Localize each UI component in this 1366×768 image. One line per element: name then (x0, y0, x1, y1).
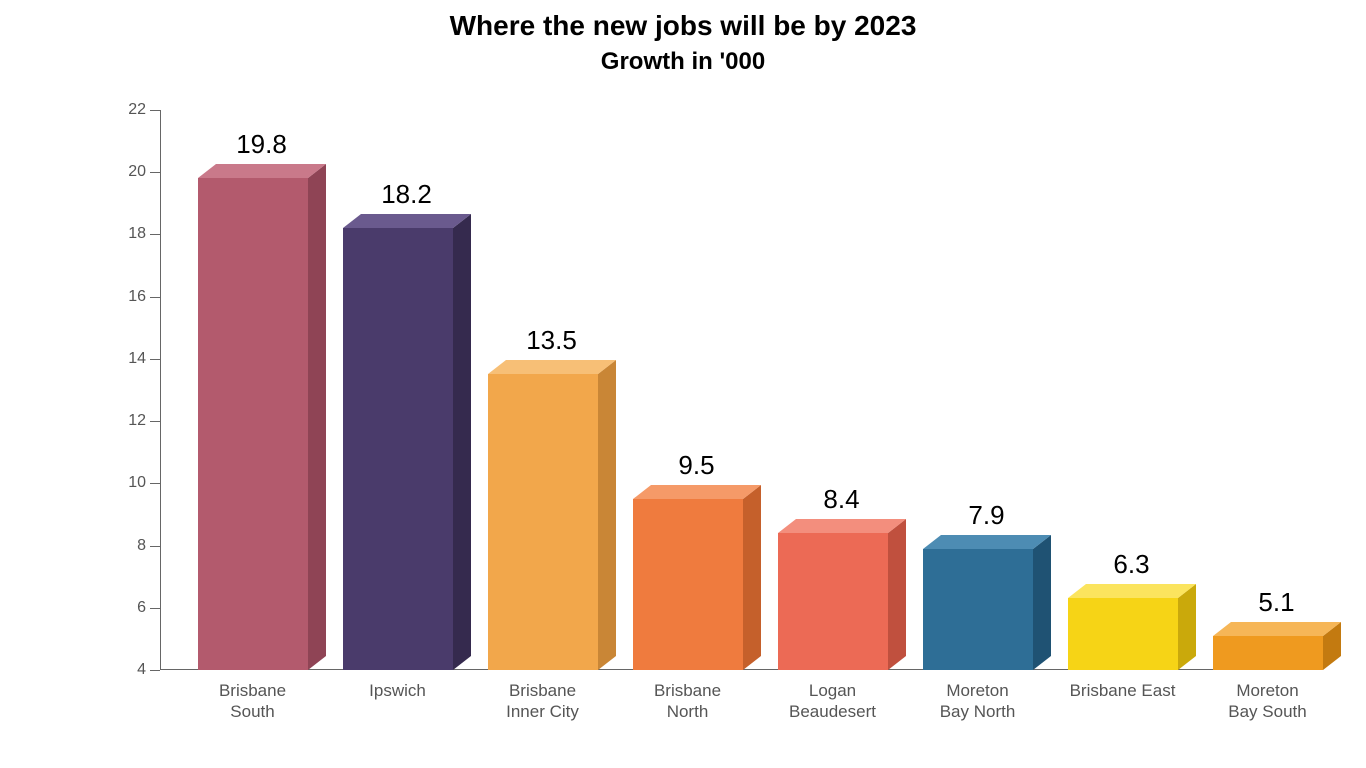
bar-front (343, 228, 453, 670)
bar-front (1068, 598, 1178, 670)
bar-value-label: 19.8 (182, 129, 342, 160)
bar-front (778, 533, 888, 670)
bar-brisbane-south: 19.8 (180, 110, 325, 670)
bar-logan-beaudesert: 8.4 (760, 110, 905, 670)
bar-side (743, 485, 761, 670)
bar-value-label: 7.9 (907, 500, 1067, 531)
y-tick-label: 22 (128, 101, 160, 119)
y-tick-label: 12 (128, 412, 160, 430)
bar-moreton-bay-south: 5.1 (1195, 110, 1340, 670)
y-tick-label: 8 (137, 537, 160, 555)
bar-brisbane-east: 6.3 (1050, 110, 1195, 670)
plot-area: 4681012141618202219.8BrisbaneSouth18.2Ip… (160, 110, 1320, 670)
chart-title: Where the new jobs will be by 2023 (0, 10, 1366, 42)
x-category-label: MoretonBay South (1195, 670, 1340, 723)
bar-side (1033, 535, 1051, 670)
bar-front (1213, 636, 1323, 670)
bar-top (343, 214, 471, 228)
chart-subtitle: Growth in '000 (0, 48, 1366, 76)
bar-value-label: 5.1 (1197, 587, 1357, 618)
bar-front (198, 178, 308, 670)
bar-top (488, 360, 616, 374)
bar-brisbane-inner-city: 13.5 (470, 110, 615, 670)
bar-top (198, 164, 326, 178)
bar-side (1178, 584, 1196, 670)
x-category-label: Ipswich (325, 670, 470, 701)
bar-value-label: 13.5 (472, 325, 632, 356)
y-tick-label: 20 (128, 163, 160, 181)
bar-top (1213, 622, 1341, 636)
x-category-label: LoganBeaudesert (760, 670, 905, 723)
bar-value-label: 9.5 (617, 450, 777, 481)
bar-value-label: 6.3 (1052, 549, 1212, 580)
y-tick-label: 6 (137, 599, 160, 617)
bar-front (633, 499, 743, 670)
bar-top (1068, 584, 1196, 598)
bar-brisbane-north: 9.5 (615, 110, 760, 670)
bar-ipswich: 18.2 (325, 110, 470, 670)
x-category-label: Brisbane East (1050, 670, 1195, 701)
bar-top (633, 485, 761, 499)
x-category-label: BrisbaneNorth (615, 670, 760, 723)
x-category-label: MoretonBay North (905, 670, 1050, 723)
bar-front (488, 374, 598, 670)
bar-top (778, 519, 906, 533)
jobs-growth-chart: Where the new jobs will be by 2023 Growt… (0, 0, 1366, 768)
bar-value-label: 8.4 (762, 484, 922, 515)
bar-front (923, 549, 1033, 670)
bar-side (308, 164, 326, 670)
y-axis (160, 110, 161, 670)
bar-top (923, 535, 1051, 549)
bar-moreton-bay-north: 7.9 (905, 110, 1050, 670)
x-category-label: BrisbaneInner City (470, 670, 615, 723)
y-tick-label: 10 (128, 474, 160, 492)
y-tick-label: 18 (128, 225, 160, 243)
bar-value-label: 18.2 (327, 179, 487, 210)
bar-side (598, 360, 616, 670)
y-tick-label: 14 (128, 350, 160, 368)
x-category-label: BrisbaneSouth (180, 670, 325, 723)
bar-side (888, 519, 906, 670)
y-tick-label: 16 (128, 288, 160, 306)
bar-side (453, 214, 471, 670)
y-tick-label: 4 (137, 661, 160, 679)
